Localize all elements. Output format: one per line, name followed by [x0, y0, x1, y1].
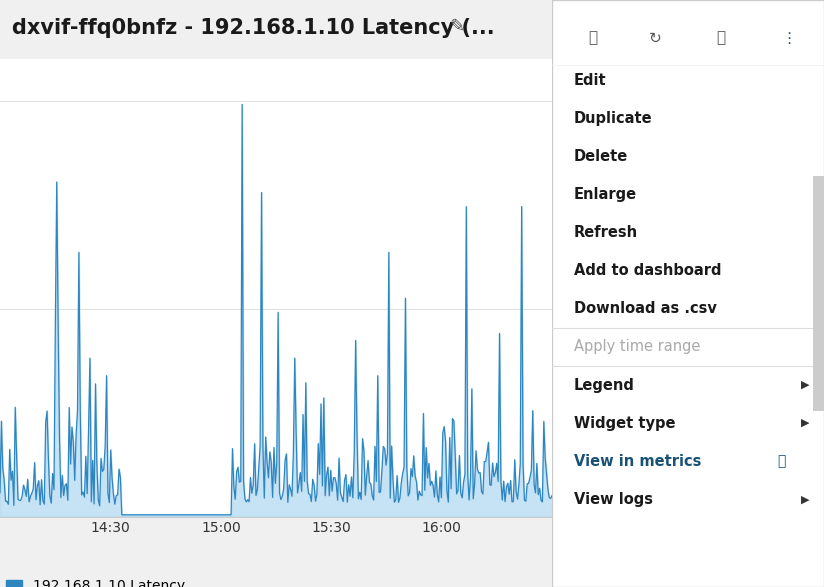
Text: ✎: ✎: [449, 18, 464, 36]
Text: ↻: ↻: [649, 31, 662, 46]
Text: ▶: ▶: [801, 418, 809, 428]
Legend: 192.168.1.10 Latency: 192.168.1.10 Latency: [0, 574, 191, 587]
Text: View in metrics: View in metrics: [574, 454, 706, 468]
Text: dxvif-ffq0bnfz - 192.168.1.10 Latency (...: dxvif-ffq0bnfz - 192.168.1.10 Latency (.…: [12, 18, 495, 38]
Text: Widget type: Widget type: [574, 416, 676, 431]
Text: ⧉: ⧉: [778, 454, 786, 468]
Text: Add to dashboard: Add to dashboard: [574, 264, 721, 278]
Text: View logs: View logs: [574, 492, 653, 507]
Text: Duplicate: Duplicate: [574, 111, 653, 126]
Text: ▶: ▶: [801, 494, 809, 504]
Text: Enlarge: Enlarge: [574, 187, 637, 203]
Text: Refresh: Refresh: [574, 225, 638, 240]
Text: ⋮: ⋮: [781, 31, 796, 46]
Text: ▶: ▶: [801, 380, 809, 390]
FancyBboxPatch shape: [813, 176, 824, 411]
Text: Legend: Legend: [574, 377, 634, 393]
FancyBboxPatch shape: [552, 0, 824, 587]
Text: Apply time range: Apply time range: [574, 339, 700, 355]
Text: Edit: Edit: [574, 73, 606, 88]
Text: Delete: Delete: [574, 149, 628, 164]
Text: Download as .csv: Download as .csv: [574, 302, 717, 316]
Text: ⛶: ⛶: [716, 31, 725, 46]
Text: 🗋: 🗋: [588, 31, 597, 46]
